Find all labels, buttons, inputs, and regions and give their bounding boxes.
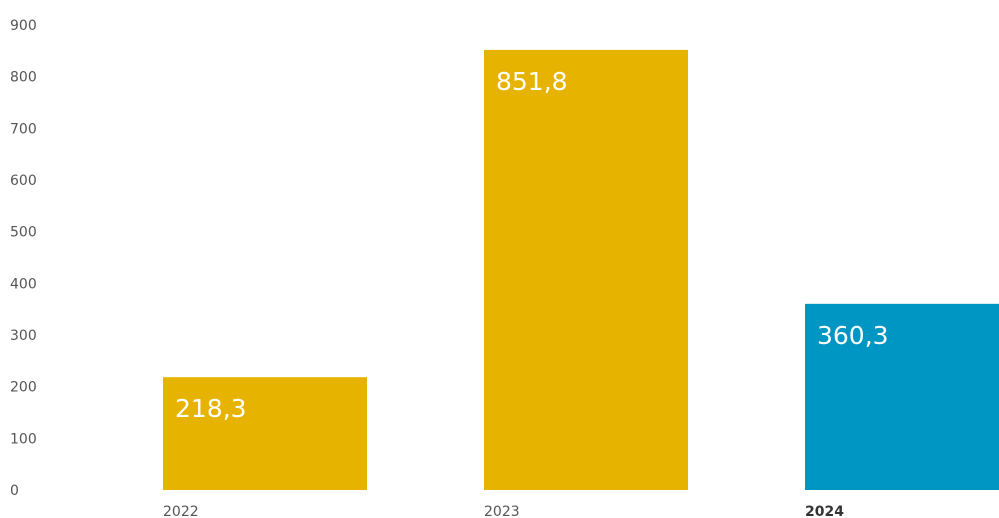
x-tick-label-2024: 2024	[805, 504, 844, 518]
bar-value-label-2022: 218,3	[175, 394, 247, 423]
y-tick-label: 100	[10, 431, 37, 447]
y-tick-label: 200	[10, 380, 37, 396]
bar-2022	[163, 377, 367, 490]
x-tick-label-2022: 2022	[163, 504, 199, 518]
x-axis: 2022 2023 2024	[163, 504, 844, 518]
bar-value-label-2024: 360,3	[817, 321, 889, 350]
bar-2023	[484, 49, 688, 491]
y-tick-label: 900	[10, 18, 37, 34]
y-tick-label: 500	[10, 225, 37, 241]
y-tick-label: 600	[10, 173, 37, 189]
y-tick-label: 700	[10, 121, 37, 137]
y-tick-label: 0	[10, 483, 19, 499]
y-tick-label: 400	[10, 276, 37, 292]
y-tick-label: 300	[10, 328, 37, 344]
bar-labels: 218,3 851,8 360,3	[175, 67, 889, 423]
x-tick-label-2023: 2023	[484, 504, 520, 518]
bar-value-label-2023: 851,8	[496, 67, 568, 96]
bar-2024	[805, 303, 999, 490]
y-tick-label: 800	[10, 70, 37, 86]
y-axis: 0 100 200 300 400 500 600 700 800 900	[10, 18, 37, 499]
bars	[163, 49, 999, 491]
